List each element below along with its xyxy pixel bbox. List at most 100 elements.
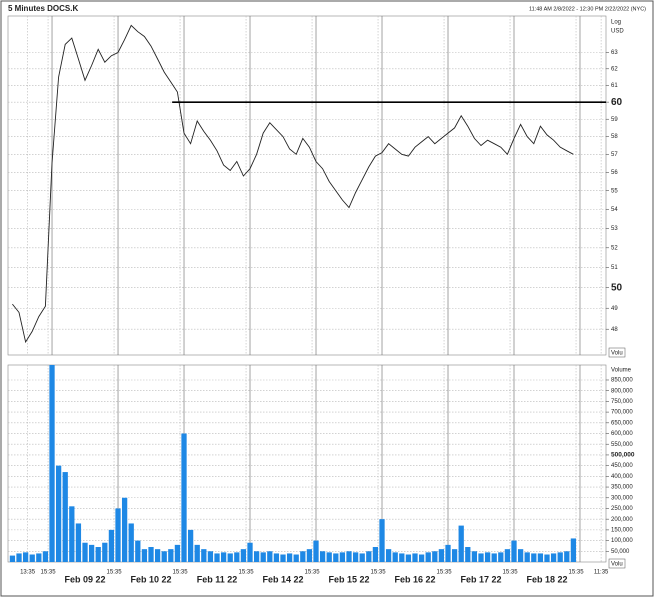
volume-bar [148, 547, 154, 562]
volume-bar [75, 523, 82, 562]
volume-bar [531, 553, 537, 562]
volume-bar [458, 525, 464, 562]
price-panel [7, 15, 607, 356]
volume-bar [187, 529, 194, 562]
volume-bar [451, 549, 458, 562]
volume-bar [544, 554, 550, 562]
y-tick-label: 850,000 [611, 378, 633, 384]
volume-bar [511, 540, 517, 562]
x-tick-label: 15:35 [437, 570, 453, 576]
volume-bar [214, 553, 220, 562]
y-tick-label: 600,000 [611, 431, 633, 437]
y-tick-label: 53 [611, 226, 618, 232]
y-tick-label: 52 [611, 245, 618, 251]
volume-bar [445, 544, 451, 562]
volume-bar [9, 555, 16, 562]
volume-bar [240, 549, 247, 562]
volume-bar [478, 553, 484, 562]
date-label: Feb 17 22 [460, 574, 501, 584]
volume-bar [333, 553, 339, 562]
volume-bar [550, 553, 557, 562]
volume-bar [300, 551, 306, 562]
volume-bar [62, 472, 68, 562]
volume-bar [385, 549, 392, 562]
y-tick-label: 62 [611, 66, 618, 72]
volume-bar [108, 529, 115, 562]
volume-bar [339, 552, 346, 562]
volume-bar [128, 523, 134, 562]
tag: Volu [611, 562, 623, 568]
volume-bar [16, 553, 22, 562]
x-tick-label: 15:35 [569, 570, 585, 576]
y-tick-label: 100,000 [611, 538, 633, 544]
y-tick-label: 54 [611, 207, 618, 213]
volume-bar [524, 552, 530, 562]
volume-bar [405, 554, 412, 562]
volume-bar [313, 540, 319, 562]
x-tick-label: 15:35 [107, 570, 123, 576]
volume-bar [273, 553, 280, 562]
volume-bar [286, 553, 293, 562]
volume-bar [471, 551, 478, 562]
volume-bar [82, 542, 88, 562]
date-label: Feb 10 22 [131, 574, 172, 584]
volume-bar [280, 554, 286, 562]
volume-bar [399, 553, 405, 562]
y-tick-label: 58 [611, 134, 618, 140]
volume-bar [557, 552, 563, 562]
volume-bar [234, 552, 240, 562]
volume-bar [69, 506, 75, 562]
y-tick-label: 50 [611, 282, 623, 293]
y-tick-label: 650,000 [611, 420, 633, 426]
volume-bar [201, 549, 207, 562]
y-tick-label: 51 [611, 265, 618, 271]
date-label: Feb 16 22 [394, 574, 435, 584]
volume-bar [465, 547, 471, 562]
x-tick-label: 15:35 [41, 570, 57, 576]
volume-bar [306, 549, 313, 562]
tag-box [608, 558, 626, 569]
volume-bar [88, 544, 95, 562]
volume-bar [326, 552, 332, 562]
date-label: Feb 14 22 [262, 574, 303, 584]
y-tick-label: 150,000 [611, 527, 633, 533]
x-tick-label: 13:35 [20, 570, 36, 576]
volume-bar [319, 551, 326, 562]
chart-title: 5 Minutes DOCS.K [8, 4, 78, 13]
y-tick-label: 550,000 [611, 442, 633, 448]
x-tick-label: 15:35 [173, 570, 189, 576]
y-tick-label: 450,000 [611, 463, 633, 469]
volume-bar [359, 553, 365, 562]
y-tick-label: 63 [611, 50, 618, 56]
subtitle: 11:48 AM 2/8/2022 - 12:30 PM 2/22/2022 (… [529, 6, 646, 12]
volume-bar [115, 508, 121, 562]
volume-bar [293, 554, 299, 562]
volume-bar [135, 540, 141, 562]
volume-bar [194, 544, 200, 562]
y-tick-label: 49 [611, 306, 618, 312]
volume-bar [55, 465, 62, 562]
date-label: Feb 09 22 [65, 574, 106, 584]
volume-bar [517, 549, 524, 562]
volume-bar [372, 547, 379, 562]
price-line [12, 24, 574, 344]
axis-label: Log [611, 20, 621, 26]
volume-bar [379, 519, 385, 562]
volume-bar [491, 553, 497, 562]
y-tick-label: 59 [611, 117, 618, 123]
volume-bar [141, 549, 148, 562]
x-tick-label: 15:35 [239, 570, 255, 576]
volume-bar [207, 551, 214, 562]
volume-bar [260, 552, 266, 562]
volume-bar [95, 547, 101, 562]
y-tick-label: 55 [611, 188, 618, 194]
axis-label: USD [611, 29, 624, 35]
date-label: Feb 11 22 [197, 574, 238, 584]
y-tick-label: 750,000 [611, 399, 633, 405]
volume-bar [418, 554, 425, 562]
y-tick-label: 56 [611, 170, 618, 176]
volume-bar [412, 553, 418, 562]
volume-bar [425, 552, 431, 562]
